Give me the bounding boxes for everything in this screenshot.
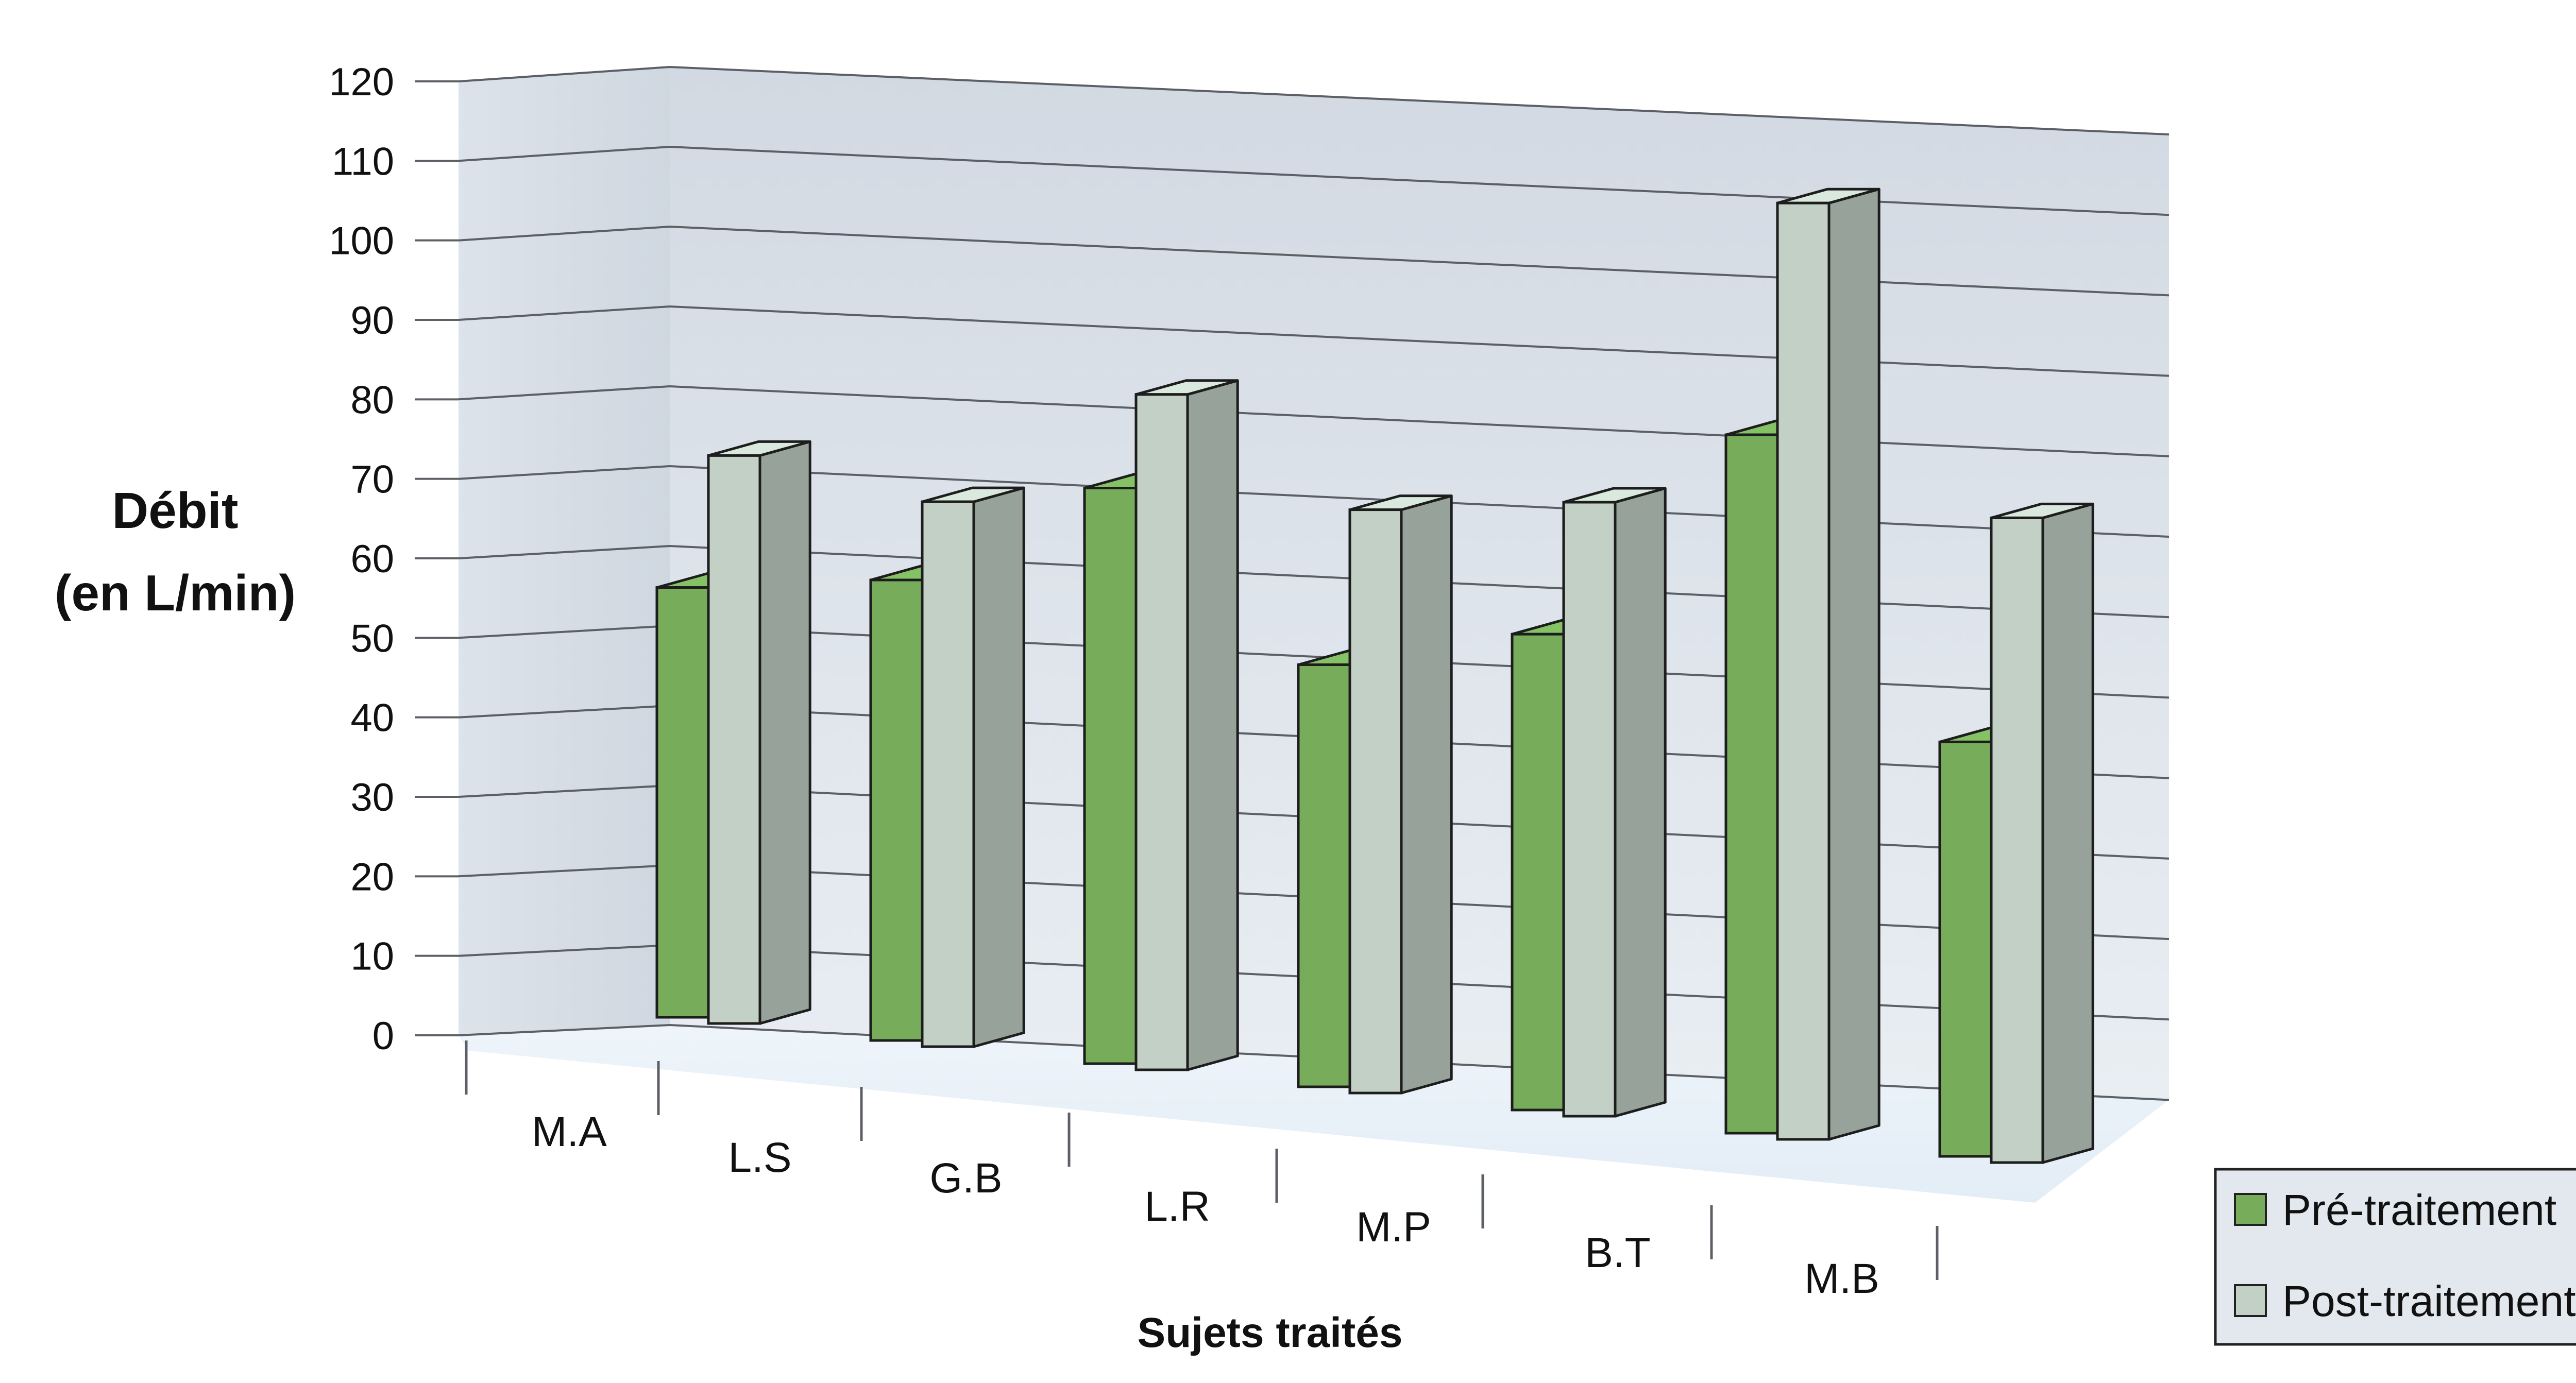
x-tick-label: L.S — [728, 1134, 791, 1181]
bar-pre-0-front — [655, 586, 710, 1019]
gridlines — [458, 65, 2170, 1101]
bar-post-1 — [921, 486, 1025, 1048]
y-axis-title-line-1: Débit — [112, 482, 239, 539]
gridline — [458, 305, 2170, 377]
floor — [459, 1025, 2169, 1203]
bar-post-4-side — [1614, 487, 1667, 1118]
x-axis-title: Sujets traités — [1138, 1309, 1403, 1356]
bar-post-2-front — [1134, 393, 1189, 1071]
y-tick-label: 120 — [329, 60, 394, 104]
bar-post-5-front — [1776, 201, 1831, 1141]
bar-post-0-front — [707, 454, 761, 1025]
y-tick-label: 60 — [350, 537, 394, 581]
bar-post-2-side — [1186, 379, 1239, 1071]
bar-pre-2-front — [1083, 487, 1138, 1065]
bar-post-6-front — [1990, 516, 2044, 1164]
bar-post-6-side — [2041, 502, 2094, 1164]
gridline — [458, 145, 2170, 216]
y-tick-label: 80 — [350, 378, 394, 422]
y-tick-label: 10 — [350, 935, 394, 979]
bar-post-4 — [1562, 487, 1667, 1118]
bar-pre-5-front — [1724, 433, 1779, 1135]
x-tick-label: B.T — [1585, 1230, 1651, 1276]
gridline — [458, 544, 2170, 619]
gridline — [458, 465, 2170, 538]
x-tick-label: M.B — [1804, 1255, 1879, 1302]
bar-pre-4-front — [1511, 633, 1565, 1112]
x-axis: M.A L.S G.B L.R M.P B.T M.B — [465, 1040, 1939, 1302]
legend-label-pre: Pré-traitement — [2282, 1186, 2556, 1234]
y-tick-label: 70 — [350, 458, 394, 502]
y-tick-label: 110 — [332, 140, 394, 183]
bar-post-0 — [707, 440, 811, 1025]
bar-post-5-side — [1827, 187, 1880, 1141]
x-tick-label: M.A — [532, 1108, 607, 1155]
gridline — [458, 225, 2170, 297]
bar-post-3-front — [1348, 508, 1403, 1095]
legend: Pré-traitement Post-traitement — [2214, 1168, 2576, 1346]
bar-pre-6-front — [1938, 740, 1993, 1158]
bar-pre-1-front — [869, 578, 924, 1042]
bar-post-5 — [1776, 187, 1880, 1141]
y-tick-label: 40 — [350, 696, 394, 740]
legend-label-post: Post-traitement — [2282, 1277, 2576, 1325]
x-tick-label: L.R — [1144, 1183, 1210, 1230]
gridline — [458, 65, 2170, 135]
x-tick-label: M.P — [1356, 1204, 1431, 1251]
bar-post-1-front — [921, 500, 975, 1048]
legend-swatch-post — [2234, 1284, 2267, 1317]
bar-post-3 — [1348, 494, 1453, 1095]
bar-post-6 — [1990, 502, 2094, 1164]
legend-box — [2214, 1168, 2576, 1346]
y-axis: 0 10 20 30 40 50 60 70 80 90 100 110 120 — [329, 60, 459, 1058]
y-axis-title-line-2: (en L/min) — [55, 565, 296, 621]
gridline — [458, 385, 2170, 457]
bars — [655, 187, 2094, 1164]
y-tick-label: 50 — [350, 617, 394, 660]
gridline — [458, 1023, 2170, 1101]
bar-pre-3-front — [1297, 663, 1351, 1088]
bar-post-1-side — [972, 486, 1025, 1048]
bar-post-4-front — [1562, 501, 1617, 1118]
y-tick-label: 100 — [329, 219, 394, 263]
y-tick-label: 90 — [350, 299, 394, 343]
x-tick-label: G.B — [929, 1155, 1002, 1202]
bar-post-0-side — [758, 440, 811, 1025]
y-tick-label: 20 — [350, 855, 394, 899]
y-tick-label: 0 — [372, 1014, 394, 1058]
legend-swatch-pre — [2234, 1193, 2267, 1226]
bar-post-2 — [1134, 379, 1239, 1071]
bar-post-3-side — [1400, 494, 1453, 1095]
y-tick-label: 30 — [350, 776, 394, 819]
